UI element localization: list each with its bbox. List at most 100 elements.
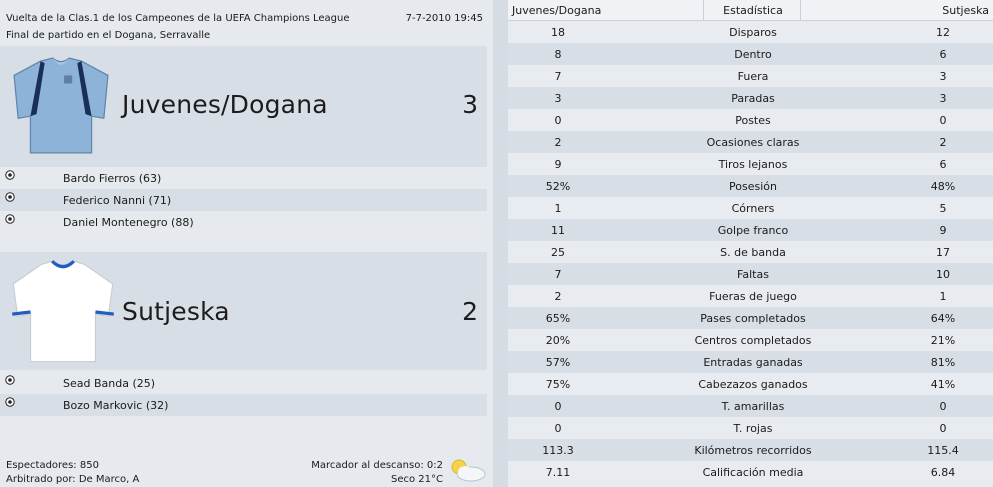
stat-row: 57% Entradas ganadas 81% <box>508 351 993 373</box>
away-shirt-icon <box>12 260 114 363</box>
home-score: 3 <box>462 90 478 119</box>
away-scorer-row: Sead Banda (25) <box>0 372 487 394</box>
stat-label: Centros completados <box>694 334 812 347</box>
stat-home-value: 113.3 <box>542 444 574 457</box>
weather-text: Seco 21°C <box>390 474 443 485</box>
away-team-panel: Sutjeska 2 <box>0 252 487 370</box>
stat-home-value: 2 <box>554 290 562 303</box>
stat-label: T. rojas <box>733 422 773 435</box>
stat-home-value: 7 <box>554 268 562 281</box>
stat-away-value: 64% <box>930 312 956 325</box>
match-venue: Final de partido en el Dogana, Serravall… <box>6 30 211 41</box>
stat-row: 0 T. rojas 0 <box>508 417 993 439</box>
football-icon <box>5 170 15 180</box>
header-away-team[interactable]: Sutjeska <box>942 4 989 17</box>
stat-home-value: 7.11 <box>545 466 571 479</box>
header-separator <box>703 0 704 20</box>
home-scorer-row: Federico Nanni (71) <box>0 189 487 211</box>
header-home-team[interactable]: Juvenes/Dogana <box>512 4 602 17</box>
scorer-name: Daniel Montenegro (88) <box>63 216 194 229</box>
stat-row: 25 S. de banda 17 <box>508 241 993 263</box>
stat-away-value: 6.84 <box>930 466 956 479</box>
stat-row: 1 Córners 5 <box>508 197 993 219</box>
competition-title: Vuelta de la Clas.1 de los Campeones de … <box>6 13 350 24</box>
home-team-panel: Juvenes/Dogana 3 <box>0 46 487 167</box>
stat-label: Fueras de juego <box>709 290 797 303</box>
stat-label: Córners <box>731 202 775 215</box>
match-datetime: 7-7-2010 19:45 <box>405 13 483 24</box>
stat-home-value: 11 <box>551 224 565 237</box>
stat-home-value: 18 <box>551 26 565 39</box>
halftime-score: Marcador al descanso: 0:2 <box>311 460 443 471</box>
stat-row: 7 Fuera 3 <box>508 65 993 87</box>
stat-row: 11 Golpe franco 9 <box>508 219 993 241</box>
stat-label: Tiros lejanos <box>718 158 788 171</box>
stat-label: Postes <box>735 114 771 127</box>
stat-row: 18 Disparos 12 <box>508 21 993 43</box>
stat-away-value: 17 <box>936 246 950 259</box>
stat-label: T. amarillas <box>721 400 785 413</box>
stat-home-value: 0 <box>554 114 562 127</box>
home-team-name: Juvenes/Dogana <box>122 90 328 119</box>
stat-home-value: 25 <box>551 246 565 259</box>
stat-home-value: 8 <box>554 48 562 61</box>
stat-home-value: 1 <box>554 202 562 215</box>
stat-home-value: 0 <box>554 400 562 413</box>
stat-row: 8 Dentro 6 <box>508 43 993 65</box>
stat-row: 65% Pases completados 64% <box>508 307 993 329</box>
stat-away-value: 9 <box>939 224 947 237</box>
stat-label: Golpe franco <box>717 224 789 237</box>
stat-away-value: 21% <box>930 334 956 347</box>
header-separator <box>800 0 801 20</box>
stats-header: Juvenes/Dogana Estadística Sutjeska <box>508 0 993 21</box>
stat-home-value: 2 <box>554 136 562 149</box>
scorer-name: Sead Banda (25) <box>63 377 156 390</box>
home-scorer-row: Bardo Fierros (63) <box>0 167 487 189</box>
stat-home-value: 9 <box>554 158 562 171</box>
scorer-name: Federico Nanni (71) <box>63 194 172 207</box>
stat-home-value: 75% <box>545 378 571 391</box>
stat-away-value: 3 <box>939 92 947 105</box>
football-icon <box>5 214 15 224</box>
away-team-name: Sutjeska <box>122 297 230 326</box>
stat-away-value: 48% <box>930 180 956 193</box>
stat-row: 2 Fueras de juego 1 <box>508 285 993 307</box>
stat-label: Cabezazos ganados <box>698 378 808 391</box>
stat-away-value: 3 <box>939 70 947 83</box>
away-score: 2 <box>462 297 478 326</box>
stat-label: Calificación media <box>702 466 804 479</box>
stat-away-value: 6 <box>939 48 947 61</box>
stat-label: Fuera <box>737 70 769 83</box>
stat-label: Dentro <box>734 48 772 61</box>
panel-divider <box>493 0 508 487</box>
scorer-name: Bozo Markovic (32) <box>63 399 169 412</box>
stat-row: 0 Postes 0 <box>508 109 993 131</box>
football-icon <box>5 397 15 407</box>
stat-away-value: 41% <box>930 378 956 391</box>
match-summary-panel: Vuelta de la Clas.1 de los Campeones de … <box>0 0 493 487</box>
football-icon <box>5 375 15 385</box>
stat-away-value: 10 <box>936 268 950 281</box>
stat-label: Kilómetros recorridos <box>694 444 812 457</box>
stat-home-value: 20% <box>545 334 571 347</box>
spectators: Espectadores: 850 <box>6 460 99 471</box>
away-scorer-row: Bozo Markovic (32) <box>0 394 487 416</box>
stat-row: 9 Tiros lejanos 6 <box>508 153 993 175</box>
stat-row: 113.3 Kilómetros recorridos 115.4 <box>508 439 993 461</box>
stat-row: 2 Ocasiones claras 2 <box>508 131 993 153</box>
stat-home-value: 3 <box>554 92 562 105</box>
stat-away-value: 0 <box>939 422 947 435</box>
stat-home-value: 0 <box>554 422 562 435</box>
header-statistic[interactable]: Estadística <box>723 4 783 17</box>
sun-cloud-icon <box>451 459 486 482</box>
stat-label: Entradas ganadas <box>703 356 803 369</box>
stat-away-value: 1 <box>939 290 947 303</box>
stat-label: Posesión <box>729 180 777 193</box>
stat-away-value: 115.4 <box>927 444 959 457</box>
stat-home-value: 7 <box>554 70 562 83</box>
match-stats-table: Juvenes/Dogana Estadística Sutjeska 18 Di… <box>508 0 993 487</box>
stat-label: Ocasiones claras <box>706 136 800 149</box>
stat-label: Paradas <box>731 92 775 105</box>
stat-label: S. de banda <box>720 246 786 259</box>
stat-label: Faltas <box>737 268 769 281</box>
